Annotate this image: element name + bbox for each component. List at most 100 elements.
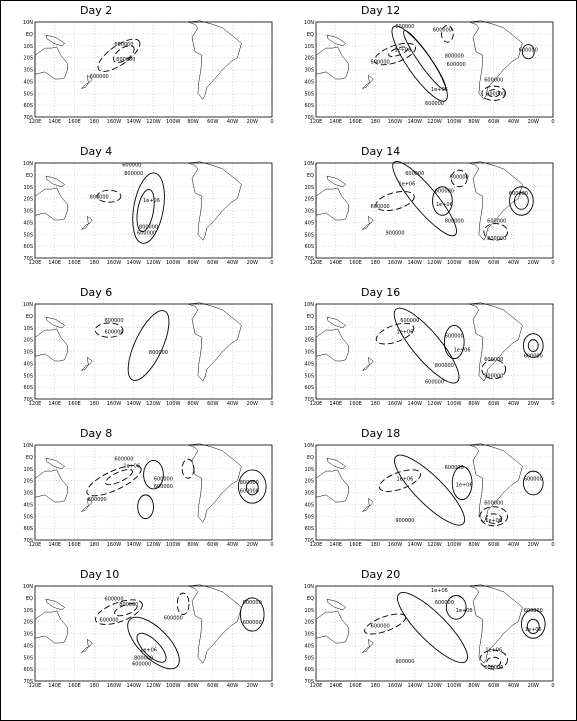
y-tick-label: 10S <box>304 185 314 191</box>
coastline <box>469 20 523 100</box>
x-tick-label: 0 <box>551 542 554 548</box>
contour-label: 600000 <box>371 204 390 210</box>
y-tick-label: 60S <box>304 103 314 109</box>
x-tick-label: 180 <box>370 542 380 548</box>
x-tick-label: 140E <box>329 542 342 548</box>
y-tick-label: 10S <box>23 608 33 614</box>
x-tick-label: 140W <box>408 542 423 548</box>
coastline <box>81 215 93 230</box>
y-tick-label: 70S <box>23 538 33 544</box>
positive-contour <box>432 186 453 216</box>
x-tick-label: 120W <box>146 683 161 689</box>
negative-contour <box>440 25 454 43</box>
contour-label: 600000 <box>405 171 424 177</box>
y-tick-label: 70S <box>304 115 314 121</box>
contour-label: 1e+06 <box>396 330 413 336</box>
x-tick-label: 20W <box>247 119 258 125</box>
x-tick-label: 160E <box>349 683 362 689</box>
y-tick-label: 10S <box>304 467 314 473</box>
panel-title: Day 2 <box>80 4 112 17</box>
y-tick-label: 10N <box>304 584 314 590</box>
y-tick-label: 10N <box>304 443 314 449</box>
contour-label: 900000 <box>395 518 414 524</box>
contour-label: 600000 <box>484 77 503 83</box>
x-tick-label: 180 <box>370 683 380 689</box>
y-tick-label: 40S <box>304 502 314 508</box>
y-tick-label: 40S <box>23 361 33 367</box>
x-tick-label: 80W <box>468 401 479 407</box>
contour-label: 600000 <box>425 101 444 107</box>
x-tick-label: 160E <box>349 260 362 266</box>
x-tick-label: 120W <box>427 542 442 548</box>
x-tick-label: 20W <box>528 542 539 548</box>
panel-title: Day 8 <box>80 427 112 440</box>
x-tick-label: 60W <box>207 542 218 548</box>
y-tick-label: 30S <box>304 632 314 638</box>
x-tick-label: 20W <box>247 683 258 689</box>
y-tick-label: 20S <box>23 338 33 344</box>
negative-contour <box>86 464 142 497</box>
contour-label: 800000 <box>445 218 464 224</box>
contour-label: 600000 <box>487 218 506 224</box>
x-tick-label: 80W <box>187 401 198 407</box>
positive-contour <box>514 192 529 210</box>
coastline <box>469 302 523 382</box>
x-tick-label: 160E <box>68 119 81 125</box>
y-tick-label: EQ <box>26 314 33 320</box>
x-tick-label: 160W <box>388 119 403 125</box>
coastline <box>34 328 68 362</box>
x-tick-label: 20W <box>528 260 539 266</box>
x-tick-label: 40W <box>227 119 238 125</box>
y-tick-label: 70S <box>23 115 33 121</box>
x-tick-label: 60W <box>207 260 218 266</box>
x-tick-label: 160E <box>68 542 81 548</box>
positive-contour <box>526 618 540 634</box>
y-tick-label: 40S <box>23 502 33 508</box>
coastline <box>315 610 349 644</box>
x-tick-label: 60W <box>488 401 499 407</box>
y-tick-label: 40S <box>304 361 314 367</box>
positive-contour <box>522 333 544 358</box>
y-tick-label: 20S <box>304 479 314 485</box>
map-frame <box>315 444 554 541</box>
contour-label: 600000 <box>371 624 390 630</box>
x-tick-label: 140W <box>408 401 423 407</box>
x-tick-label: 140W <box>127 542 142 548</box>
panel-title: Day 6 <box>80 286 112 299</box>
y-tick-label: 50S <box>304 232 314 238</box>
coastline <box>81 74 93 89</box>
contour-label: 600000 <box>154 477 173 483</box>
x-tick-label: 180 <box>370 401 380 407</box>
y-tick-label: 70S <box>23 679 33 685</box>
y-tick-label: 30S <box>23 632 33 638</box>
y-tick-label: 50S <box>304 655 314 661</box>
positive-contour <box>136 188 155 233</box>
y-tick-label: 50S <box>23 232 33 238</box>
y-tick-label: 10N <box>304 161 314 167</box>
coastline <box>188 20 242 100</box>
contour-label: 600000 <box>425 380 444 386</box>
negative-contour <box>373 42 417 66</box>
x-tick-label: 180 <box>89 683 99 689</box>
y-tick-label: 10N <box>23 20 33 26</box>
y-tick-label: 30S <box>23 209 33 215</box>
coastline <box>362 74 374 89</box>
contour-label: 1e+06 <box>485 647 502 653</box>
x-tick-label: 120E <box>310 683 323 689</box>
panel-title: Day 12 <box>361 4 400 17</box>
contour-label: 800000 <box>134 656 153 662</box>
panel-title: Day 10 <box>80 568 119 581</box>
positive-contour <box>509 186 534 216</box>
y-tick-label: 10S <box>304 44 314 50</box>
negative-contour <box>485 513 503 524</box>
y-tick-label: 20S <box>23 56 33 62</box>
contour-label: 1e+06 <box>456 608 473 614</box>
x-tick-label: 120E <box>310 260 323 266</box>
coastline <box>81 497 93 512</box>
x-tick-label: 40W <box>508 542 519 548</box>
contour-label: 600000 <box>524 608 543 614</box>
x-tick-label: 180 <box>89 260 99 266</box>
contour-label: 800000 <box>484 374 503 380</box>
x-tick-label: 120E <box>29 683 42 689</box>
